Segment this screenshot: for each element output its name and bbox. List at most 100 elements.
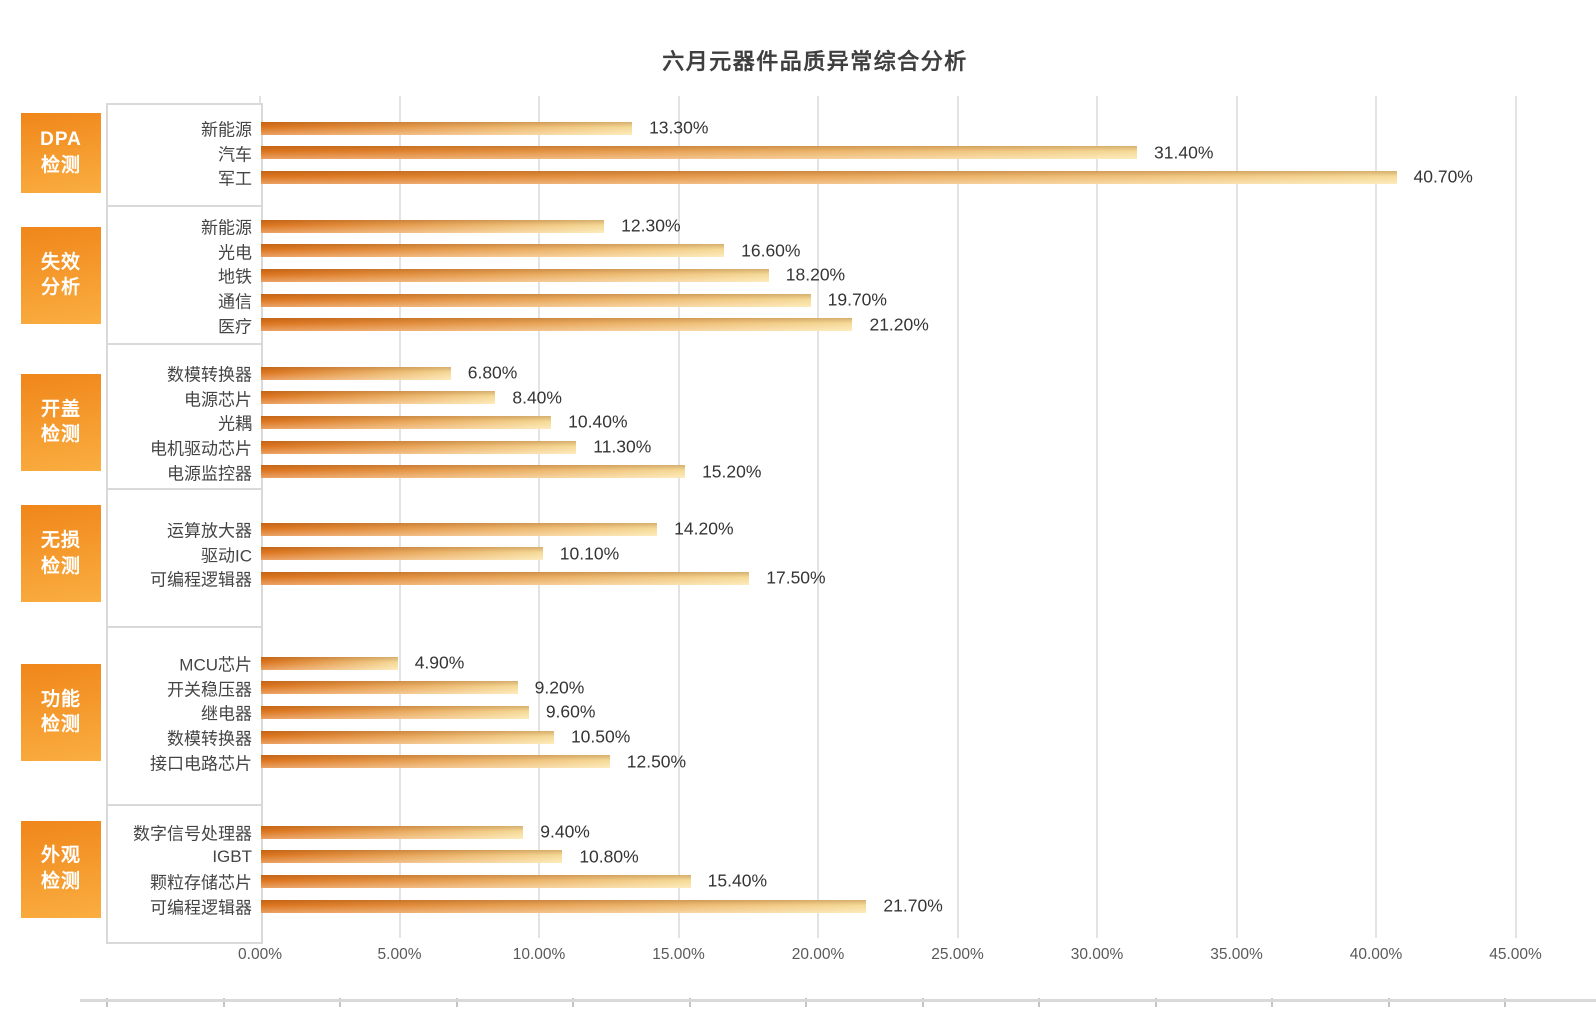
bar[interactable]	[261, 850, 563, 864]
category-label: 光耦	[218, 414, 252, 434]
group-label-box	[106, 628, 263, 806]
bar[interactable]	[261, 170, 1397, 184]
x-axis-tick-label: 10.00%	[512, 946, 566, 963]
bar[interactable]	[261, 391, 496, 405]
category-label: 地铁	[218, 267, 252, 287]
bar[interactable]	[261, 825, 524, 839]
category-label: 医疗	[218, 317, 252, 337]
category-label: 可编程逻辑器	[150, 898, 252, 918]
x-axis-tick-label: 0.00%	[238, 946, 282, 963]
value-label: 14.20%	[674, 518, 734, 539]
x-axis-tick-label: 5.00%	[377, 946, 422, 963]
axis-tick	[1038, 998, 1040, 1007]
value-label: 19.70%	[827, 289, 887, 310]
group-badge-label: 功能	[40, 688, 81, 710]
bar[interactable]	[261, 656, 398, 670]
category-label: 运算放大器	[167, 521, 252, 541]
value-label: 9.40%	[540, 821, 590, 842]
category-label: 电机驱动芯片	[150, 439, 252, 459]
axis-tick	[688, 998, 691, 1007]
value-label: 10.50%	[570, 726, 631, 747]
bar[interactable]	[261, 318, 853, 332]
category-label: 数字信号处理器	[133, 824, 252, 844]
gridline	[817, 96, 819, 938]
gridline	[1096, 96, 1098, 938]
bar[interactable]	[261, 681, 518, 695]
axis-tick	[106, 998, 108, 1007]
category-label: 继电器	[201, 704, 252, 724]
gridline	[677, 96, 680, 938]
x-axis-tick-label: 35.00%	[1210, 946, 1263, 963]
bar[interactable]	[261, 366, 451, 380]
value-label: 9.60%	[545, 701, 596, 722]
group-badge: 开盖 检测	[21, 373, 101, 471]
category-label: 军工	[218, 169, 252, 189]
group-badge: 外观 检测	[21, 820, 101, 918]
axis-tick	[1504, 998, 1506, 1007]
bar[interactable]	[261, 522, 658, 536]
value-label: 12.50%	[626, 751, 687, 772]
axis-tick	[1154, 998, 1157, 1007]
group-badge: 无损 检测	[21, 505, 101, 603]
bar[interactable]	[261, 293, 811, 307]
group-label-box	[106, 207, 263, 345]
bar[interactable]	[261, 146, 1138, 160]
group-badge-label: 检测	[40, 871, 81, 893]
value-label: 21.70%	[883, 895, 943, 916]
bar[interactable]	[261, 244, 725, 258]
gridline	[538, 96, 540, 938]
category-label: IGBT	[212, 846, 252, 866]
category-label: 电源芯片	[184, 390, 252, 410]
group-badge-label: DPA	[40, 129, 82, 151]
x-axis-tick-label: 30.00%	[1070, 946, 1124, 963]
group-badge: 功能 检测	[21, 663, 101, 761]
value-label: 13.30%	[649, 117, 709, 138]
chart-title: 六月元器件品质异常综合分析	[662, 49, 968, 74]
secondary-axis-line	[80, 999, 1596, 1002]
bar[interactable]	[261, 415, 552, 429]
bar[interactable]	[261, 874, 691, 888]
value-label: 10.80%	[579, 846, 639, 867]
value-label: 10.10%	[559, 543, 620, 564]
category-label: 光电	[218, 243, 252, 263]
value-label: 4.90%	[414, 652, 465, 673]
group-badge-label: 检测	[40, 424, 81, 446]
category-label: 可编程逻辑器	[150, 570, 252, 590]
bar[interactable]	[261, 219, 605, 233]
value-label: 9.20%	[534, 677, 585, 698]
x-axis-tick-label: 15.00%	[652, 946, 705, 963]
value-label: 16.60%	[741, 240, 801, 261]
group-badge-label: 无损	[40, 530, 81, 552]
bar[interactable]	[261, 730, 554, 744]
category-label: 新能源	[201, 218, 252, 238]
bar[interactable]	[261, 547, 543, 561]
value-label: 6.80%	[467, 362, 518, 383]
gridline	[1235, 96, 1238, 938]
group-badge-label: 外观	[40, 845, 81, 867]
bar[interactable]	[261, 755, 610, 769]
category-label: 颗粒存储芯片	[150, 873, 252, 893]
group-badge: DPA 检测	[21, 112, 101, 193]
axis-tick	[1387, 998, 1390, 1007]
bar[interactable]	[261, 705, 529, 719]
category-label: 开关稳压器	[167, 680, 252, 700]
bar[interactable]	[261, 268, 769, 282]
bar[interactable]	[261, 440, 577, 454]
category-label: 通信	[218, 292, 252, 312]
bar[interactable]	[261, 121, 633, 135]
category-label: 数模转换器	[167, 365, 252, 385]
group-badge-label: 检测	[40, 714, 81, 736]
group-badge-label: 检测	[40, 154, 81, 176]
value-label: 15.20%	[702, 461, 762, 482]
bar[interactable]	[261, 899, 867, 913]
category-label: 汽车	[218, 145, 252, 165]
category-label: 新能源	[201, 120, 252, 140]
group-label-box	[106, 103, 263, 207]
bar[interactable]	[261, 465, 686, 479]
value-label: 31.40%	[1154, 142, 1214, 163]
group-badge: 失效 分析	[21, 226, 101, 324]
x-axis-tick-label: 20.00%	[791, 946, 845, 963]
category-label: 数模转换器	[167, 729, 252, 749]
bar[interactable]	[261, 571, 750, 585]
category-label: 接口电路芯片	[150, 754, 252, 774]
